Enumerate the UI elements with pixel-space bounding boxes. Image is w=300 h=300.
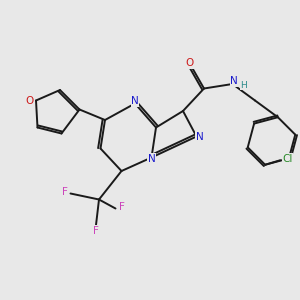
Text: F: F xyxy=(118,202,124,212)
Text: O: O xyxy=(26,95,34,106)
Text: N: N xyxy=(196,131,203,142)
Text: O: O xyxy=(185,58,193,68)
Text: N: N xyxy=(148,154,155,164)
Text: F: F xyxy=(93,226,99,236)
Text: Cl: Cl xyxy=(282,154,293,164)
Text: F: F xyxy=(61,187,68,197)
Text: N: N xyxy=(230,76,238,86)
Text: H: H xyxy=(241,81,247,90)
Text: N: N xyxy=(131,96,139,106)
